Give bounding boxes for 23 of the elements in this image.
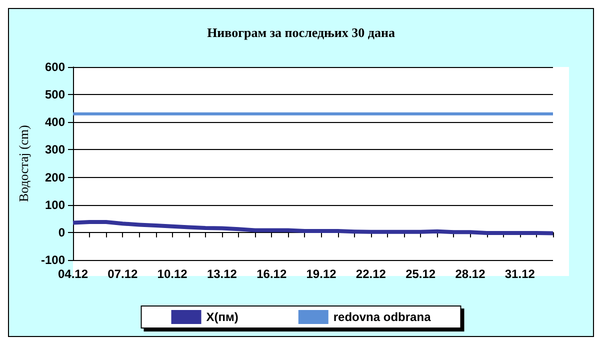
x-tick-label: 16.12 [256, 267, 287, 281]
y-tick-label: 400 [44, 115, 66, 130]
x-tick-label: 13.12 [206, 267, 238, 281]
y-tick-label: 100 [44, 198, 66, 212]
x-tick-label: 07.12 [108, 267, 138, 281]
legend-label: redovna odbrana [333, 310, 432, 324]
y-axis-title: Водостај (cm) [16, 124, 32, 202]
y-tick-label: 500 [44, 88, 66, 102]
x-tick-label: 19.12 [306, 267, 337, 281]
y-tick-label: 600 [44, 60, 66, 74]
x-tick-label: 22.12 [356, 267, 386, 281]
x-tick-label: 10.12 [157, 267, 188, 281]
x-tick-label: 31.12 [504, 267, 536, 281]
y-tick-label: -100 [40, 253, 66, 267]
legend-label: X(пм) [206, 310, 238, 324]
x-tick-label: 04.12 [58, 267, 88, 281]
x-tick-label: 28.12 [455, 267, 486, 281]
y-tick-label: 300 [44, 142, 66, 157]
line-series [71, 220, 555, 236]
chart-title: Нивограм за последњих 30 дана [207, 25, 396, 40]
y-tick-label: 0 [58, 225, 66, 240]
x-tick-label: 25.12 [406, 267, 436, 281]
y-tick-label: 200 [44, 170, 66, 184]
